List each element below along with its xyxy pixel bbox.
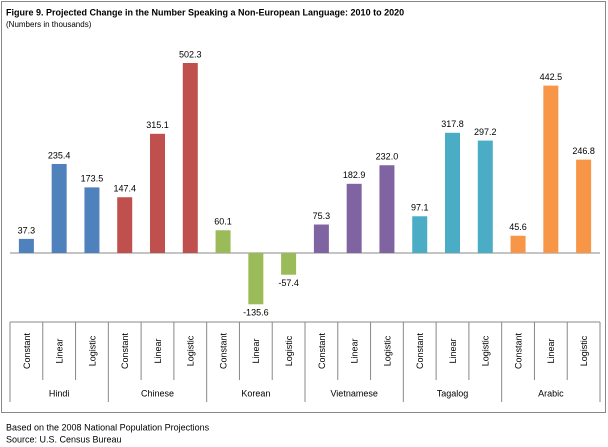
- value-label: -57.4: [278, 278, 299, 288]
- value-label: 37.3: [18, 225, 36, 235]
- bar: [281, 253, 297, 275]
- x-tick-label: Logistic: [284, 335, 294, 366]
- value-label: 147.4: [113, 184, 136, 194]
- note: Based on the 2008 National Population Pr…: [6, 422, 210, 432]
- bar: [18, 238, 34, 253]
- x-tick-label: Linear: [546, 338, 556, 363]
- value-label: 246.8: [572, 146, 595, 156]
- value-label: 173.5: [81, 174, 104, 184]
- bar: [51, 163, 67, 253]
- value-label: -135.6: [243, 308, 269, 318]
- x-tick-label: Constant: [317, 332, 327, 369]
- value-label: 97.1: [411, 203, 429, 213]
- value-label: 502.3: [179, 49, 202, 59]
- group-label: Chinese: [141, 388, 174, 398]
- chart-title: Figure 9. Projected Change in the Number…: [6, 7, 404, 17]
- bar: [543, 85, 559, 253]
- x-tick-label: Constant: [513, 332, 523, 369]
- bar: [84, 187, 100, 253]
- x-tick-label: Constant: [218, 332, 228, 369]
- bar: [379, 165, 395, 253]
- bar: [248, 253, 264, 305]
- x-tick-label: Linear: [153, 338, 163, 363]
- group-label: Arabic: [538, 388, 564, 398]
- group-label: Tagalog: [437, 388, 469, 398]
- value-label: 297.2: [474, 127, 497, 137]
- x-tick-label: Constant: [22, 332, 32, 369]
- x-tick-label: Logistic: [481, 335, 491, 366]
- value-label: 232.0: [376, 152, 399, 162]
- bar: [510, 235, 526, 253]
- note: Source: U.S. Census Bureau: [6, 434, 122, 444]
- x-tick-label: Linear: [350, 338, 360, 363]
- group-label: Vietnamese: [330, 388, 377, 398]
- group-label: Hindi: [49, 388, 70, 398]
- group-label: Korean: [241, 388, 270, 398]
- value-label: 182.9: [343, 170, 366, 180]
- value-label: 235.4: [48, 150, 71, 160]
- bar: [445, 132, 460, 253]
- value-label: 317.8: [441, 119, 464, 129]
- x-tick-label: Logistic: [382, 335, 392, 366]
- bar: [313, 224, 329, 253]
- value-label: 315.1: [146, 120, 169, 130]
- x-tick-label: Constant: [120, 332, 130, 369]
- bar: [477, 140, 493, 253]
- value-label: 45.6: [509, 222, 527, 232]
- x-tick-label: Constant: [415, 332, 425, 369]
- bar: [150, 133, 165, 253]
- chart-subtitle: (Numbers in thousands): [6, 20, 92, 29]
- x-tick-label: Logistic: [579, 335, 589, 366]
- bar: [182, 63, 198, 253]
- x-tick-label: Linear: [251, 338, 261, 363]
- bar: [215, 230, 231, 253]
- bar: [346, 183, 362, 253]
- value-label: 442.5: [540, 72, 563, 82]
- frame: [1, 1, 606, 413]
- x-tick-label: Logistic: [186, 335, 196, 366]
- x-tick-label: Logistic: [87, 335, 97, 366]
- value-label: 60.1: [214, 217, 232, 227]
- bar: [117, 197, 133, 253]
- x-tick-label: Linear: [55, 338, 65, 363]
- x-tick-label: Linear: [448, 338, 458, 363]
- bar: [576, 159, 592, 253]
- bar: [412, 216, 428, 253]
- value-label: 75.3: [313, 211, 331, 221]
